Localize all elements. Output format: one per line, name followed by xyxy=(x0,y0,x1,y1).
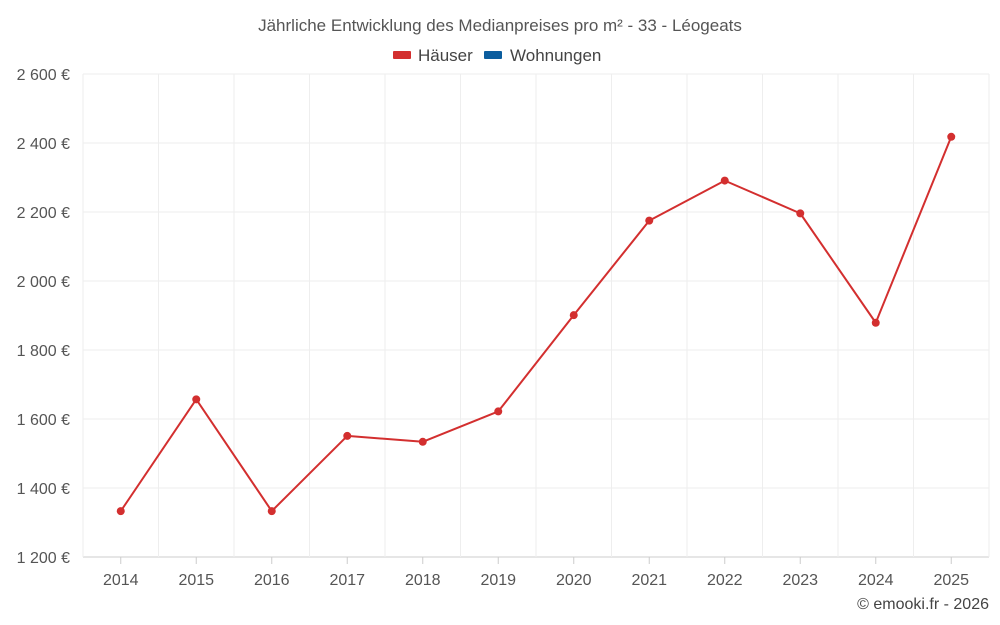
x-tick-label: 2016 xyxy=(254,572,290,589)
x-tick-label: 2020 xyxy=(556,572,592,589)
data-point[interactable] xyxy=(569,311,578,320)
legend-item-haeuser[interactable]: Häuser xyxy=(393,46,473,65)
y-tick-label: 2 400 € xyxy=(17,136,70,153)
legend: Häuser Wohnungen xyxy=(393,46,601,65)
data-point[interactable] xyxy=(871,318,880,327)
legend-item-wohnungen[interactable]: Wohnungen xyxy=(484,46,601,65)
x-tick-label: 2014 xyxy=(103,572,139,589)
x-tick-label: 2024 xyxy=(858,572,894,589)
series-layer xyxy=(116,132,956,516)
x-tick-label: 2019 xyxy=(480,572,516,589)
data-point[interactable] xyxy=(343,431,352,440)
x-tick-label: 2022 xyxy=(707,572,743,589)
x-tick-label: 2021 xyxy=(631,572,667,589)
data-point[interactable] xyxy=(796,209,805,218)
data-point[interactable] xyxy=(116,507,125,516)
y-tick-label: 1 200 € xyxy=(17,550,70,567)
data-point[interactable] xyxy=(947,132,956,141)
x-tick-label: 2018 xyxy=(405,572,441,589)
data-point[interactable] xyxy=(192,395,201,404)
legend-label-wohnungen: Wohnungen xyxy=(510,46,601,65)
y-tick-label: 2 600 € xyxy=(17,67,70,84)
y-tick-label: 2 200 € xyxy=(17,205,70,222)
x-axis-ticks: 2014 2015 2016 2017 2018 2019 2020 2021 2022 2023… xyxy=(103,557,969,589)
data-point[interactable] xyxy=(418,437,427,446)
y-tick-label: 1 800 € xyxy=(17,343,70,360)
x-tick-label: 2023 xyxy=(782,572,818,589)
data-point[interactable] xyxy=(267,507,276,516)
series-line-haeuser xyxy=(119,136,953,513)
legend-label-haeuser: Häuser xyxy=(418,46,473,65)
y-tick-label: 2 000 € xyxy=(17,274,70,291)
x-tick-label: 2025 xyxy=(933,572,969,589)
legend-swatch-wohnungen xyxy=(484,51,502,59)
y-axis-ticks: 1 200 € 1 400 € 1 600 € 1 800 € 2 000 € 2 200… xyxy=(17,67,70,567)
data-point[interactable] xyxy=(645,216,654,225)
chart-title: Jährliche Entwicklung des Medianpreises … xyxy=(258,16,742,35)
data-point[interactable] xyxy=(720,176,729,185)
grid xyxy=(82,73,990,558)
data-point[interactable] xyxy=(494,407,503,416)
y-tick-label: 1 400 € xyxy=(17,481,70,498)
x-tick-label: 2017 xyxy=(329,572,365,589)
y-tick-label: 1 600 € xyxy=(17,412,70,429)
legend-swatch-haeuser xyxy=(393,51,411,59)
credit-text: © emooki.fr - 2026 xyxy=(857,596,989,613)
x-tick-label: 2015 xyxy=(178,572,214,589)
